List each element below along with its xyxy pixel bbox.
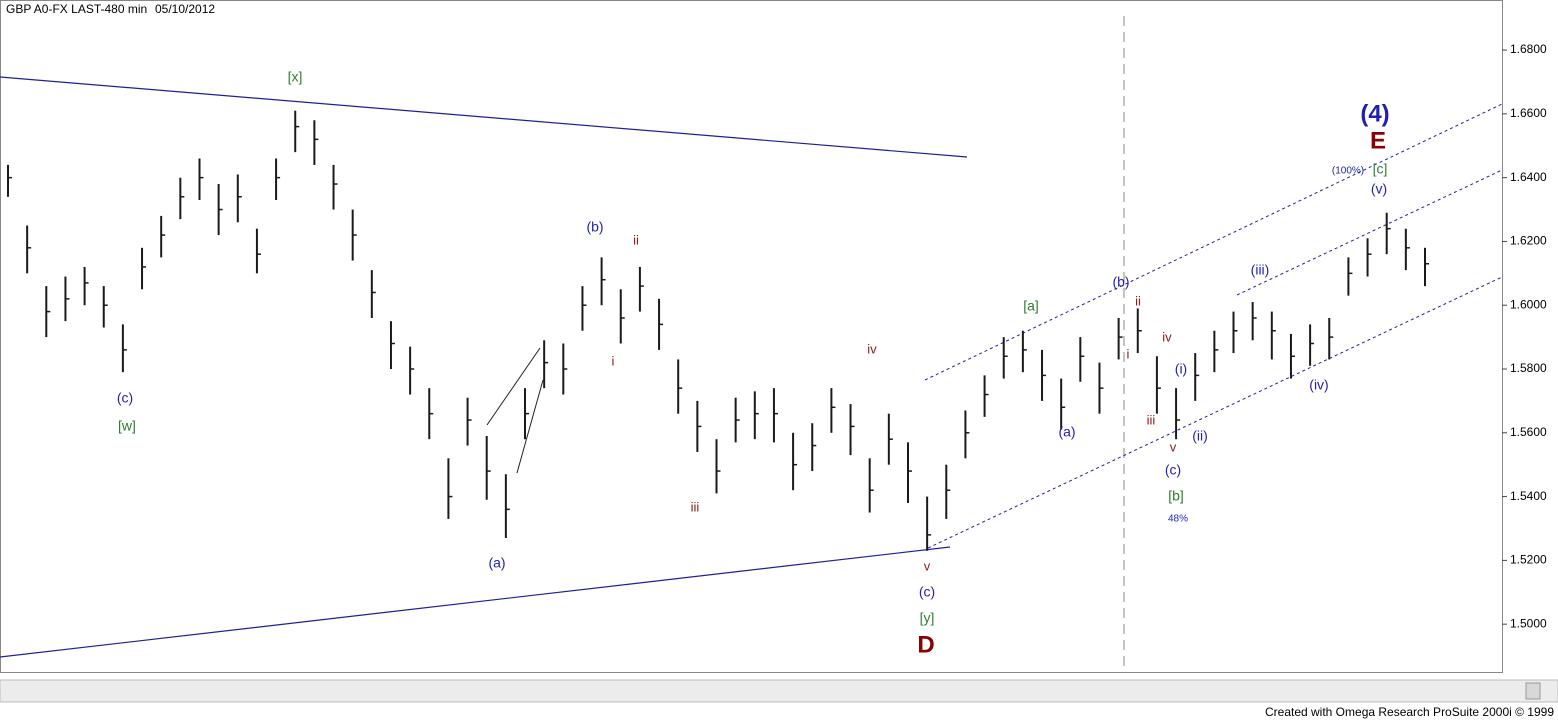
wave-label: (a) <box>488 555 505 571</box>
chart-date: 05/10/2012 <box>155 2 215 16</box>
wave-label: v <box>1170 439 1177 454</box>
scrollbar[interactable] <box>0 679 1558 703</box>
wave-label: iii <box>691 499 700 514</box>
wave-label: (100%) <box>1332 166 1364 177</box>
y-tick-label: 1.5800 <box>1510 361 1547 375</box>
wave-label: D <box>917 631 934 658</box>
y-tick-label: 1.6000 <box>1510 297 1547 311</box>
wave-label: [y] <box>920 610 935 626</box>
wave-label: (c) <box>919 584 935 600</box>
wave-label: iv <box>1162 329 1172 344</box>
wave-label: iii <box>1147 412 1156 427</box>
trendline <box>0 546 951 658</box>
trendline <box>0 76 968 158</box>
wave-label: [w] <box>118 418 136 434</box>
wave-label: [c] <box>1373 161 1388 177</box>
channel-line <box>924 103 1503 381</box>
footer: Created with Omega Research ProSuite 200… <box>1265 705 1554 719</box>
wave-label: (4) <box>1360 100 1389 127</box>
wave-label: (b) <box>586 219 603 235</box>
wave-label: (c) <box>117 390 133 406</box>
y-tick-label: 1.6600 <box>1510 106 1547 120</box>
y-tick-label: 1.6400 <box>1510 170 1547 184</box>
wave-label: [b] <box>1168 488 1184 504</box>
wave-label: (ii) <box>1192 428 1208 444</box>
wedge-line <box>516 379 544 474</box>
y-tick-label: 1.5400 <box>1510 489 1547 503</box>
wave-label: (a) <box>1058 424 1075 440</box>
wave-label: (b) <box>1112 274 1129 290</box>
wave-label: [x] <box>288 69 303 85</box>
chart-title: GBP A0-FX LAST-480 min <box>6 2 147 16</box>
wave-label: i <box>1127 346 1130 361</box>
y-tick-label: 1.5200 <box>1510 553 1547 567</box>
channel-line <box>927 276 1503 549</box>
wave-label: i <box>612 353 615 368</box>
channel-line <box>1236 169 1503 296</box>
wave-label: 48% <box>1168 514 1188 525</box>
wave-label: (iv) <box>1309 377 1328 393</box>
wave-label: (i) <box>1175 361 1187 377</box>
scroll-thumb[interactable] <box>1525 682 1541 700</box>
wave-label: E <box>1370 127 1386 154</box>
wave-label: [a] <box>1023 298 1039 314</box>
wave-label: ii <box>1135 293 1141 308</box>
wave-label: (v) <box>1371 181 1387 197</box>
y-tick-label: 1.6800 <box>1510 42 1547 56</box>
wedge-line <box>486 347 541 426</box>
wave-label: (iii) <box>1251 262 1270 278</box>
wave-label: (c) <box>1165 462 1181 478</box>
y-tick-label: 1.6200 <box>1510 234 1547 248</box>
y-tick-label: 1.5000 <box>1510 616 1547 630</box>
wave-label: iv <box>867 341 877 356</box>
wave-label: ii <box>633 232 639 247</box>
wave-label: v <box>924 558 931 573</box>
plot-frame <box>0 0 1503 673</box>
y-tick-label: 1.5600 <box>1510 425 1547 439</box>
